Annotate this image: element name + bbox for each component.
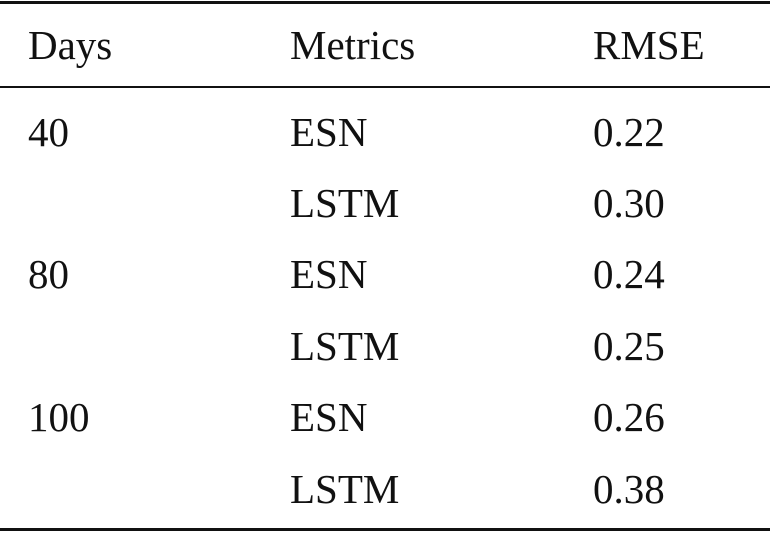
days-cell: 80: [28, 251, 69, 297]
days-cell: 40: [28, 109, 69, 155]
metric-cell: ESN: [290, 109, 368, 155]
rmse-cell: 0.30: [593, 180, 665, 226]
metric-cell: ESN: [290, 394, 368, 440]
table-row: 40 ESN 0.22: [0, 102, 770, 162]
table-top-rule: [0, 1, 770, 4]
table-row: LSTM 0.25: [0, 316, 770, 376]
table-row: 100 ESN 0.26: [0, 387, 770, 447]
table-row: LSTM 0.38: [0, 459, 770, 519]
table-header-row: Days Metrics RMSE: [0, 15, 770, 75]
rmse-cell: 0.26: [593, 394, 665, 440]
metric-cell: LSTM: [290, 323, 400, 369]
table-header-rule: [0, 86, 770, 88]
table-row: 80 ESN 0.24: [0, 244, 770, 304]
header-rmse: RMSE: [593, 22, 705, 68]
metric-cell: ESN: [290, 251, 368, 297]
table-bottom-rule: [0, 528, 770, 531]
rmse-cell: 0.24: [593, 251, 665, 297]
header-metrics: Metrics: [290, 22, 416, 68]
rmse-cell: 0.25: [593, 323, 665, 369]
table-row: LSTM 0.30: [0, 173, 770, 233]
days-cell: 100: [28, 394, 90, 440]
rmse-cell: 0.38: [593, 466, 665, 512]
metric-cell: LSTM: [290, 466, 400, 512]
metric-cell: LSTM: [290, 180, 400, 226]
header-days: Days: [28, 22, 113, 68]
rmse-cell: 0.22: [593, 109, 665, 155]
